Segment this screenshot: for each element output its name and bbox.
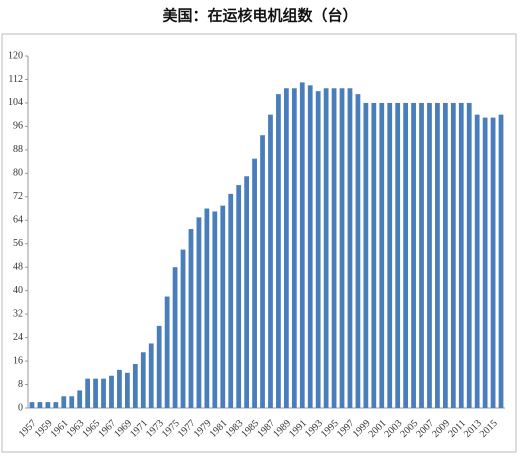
bar (363, 102, 369, 408)
bar (244, 176, 250, 408)
bar (450, 102, 456, 408)
y-tick-label: 64 (13, 215, 23, 226)
bar (387, 102, 393, 408)
bar (220, 205, 226, 408)
bar (61, 396, 67, 408)
chart-title: 美国：在运核电机组数（台） (162, 7, 357, 25)
bar (156, 325, 162, 408)
bar (29, 402, 35, 408)
bar (403, 102, 409, 408)
bar (132, 364, 138, 408)
bar (228, 193, 234, 408)
y-tick-label: 96 (13, 121, 23, 132)
x-tick-label: 2015 (478, 418, 500, 440)
bar (379, 102, 385, 408)
bar (69, 396, 75, 408)
bar (188, 229, 194, 408)
bar (85, 378, 91, 408)
bar (204, 208, 210, 408)
bar (283, 88, 289, 409)
bar (490, 117, 496, 408)
bar (466, 102, 472, 408)
bar (236, 185, 242, 408)
y-tick-label: 40 (13, 285, 23, 296)
bar (117, 369, 122, 408)
bar (124, 372, 130, 408)
bar (474, 114, 480, 409)
y-tick-label: 16 (13, 355, 23, 366)
bar (268, 114, 273, 409)
bar (427, 102, 432, 408)
y-tick-label: 112 (8, 74, 23, 85)
bar (419, 102, 424, 408)
y-tick-label: 0 (18, 402, 23, 413)
bar (101, 378, 106, 408)
y-tick-label: 48 (13, 261, 23, 272)
y-tick-label: 72 (13, 191, 23, 202)
bar (339, 88, 345, 409)
bar (395, 102, 401, 408)
bar (164, 296, 170, 408)
bar (109, 375, 114, 408)
bar (196, 217, 202, 408)
bar (276, 94, 281, 408)
y-tick-label: 120 (8, 50, 23, 61)
bar (53, 402, 59, 408)
bar (299, 82, 305, 409)
bar (307, 85, 313, 408)
bar (172, 267, 178, 408)
bar (411, 102, 416, 408)
y-tick-label: 8 (18, 379, 23, 390)
bar (355, 94, 361, 408)
bar (93, 378, 98, 408)
chart-frame (1, 33, 517, 453)
bar (315, 91, 321, 408)
bar (212, 211, 218, 408)
bar (323, 88, 329, 409)
y-tick-label: 88 (13, 144, 23, 155)
y-tick-label: 24 (13, 332, 23, 343)
bar (37, 402, 43, 408)
bar (458, 102, 464, 408)
bar (77, 390, 83, 408)
bar (435, 102, 440, 408)
bar (442, 102, 448, 408)
bar (371, 102, 377, 408)
bar (180, 249, 186, 408)
y-tick-label: 32 (13, 308, 23, 319)
y-tick-label: 56 (13, 238, 23, 249)
bar (291, 88, 297, 409)
bar (45, 402, 51, 408)
y-tick-label: 80 (13, 168, 23, 179)
bar (482, 117, 488, 408)
bar (347, 88, 353, 409)
bar (252, 158, 257, 408)
bar (140, 352, 146, 408)
y-tick-label: 104 (8, 97, 23, 108)
bar (148, 343, 154, 408)
bar (331, 88, 337, 409)
bar (498, 114, 504, 409)
bar (260, 135, 265, 408)
